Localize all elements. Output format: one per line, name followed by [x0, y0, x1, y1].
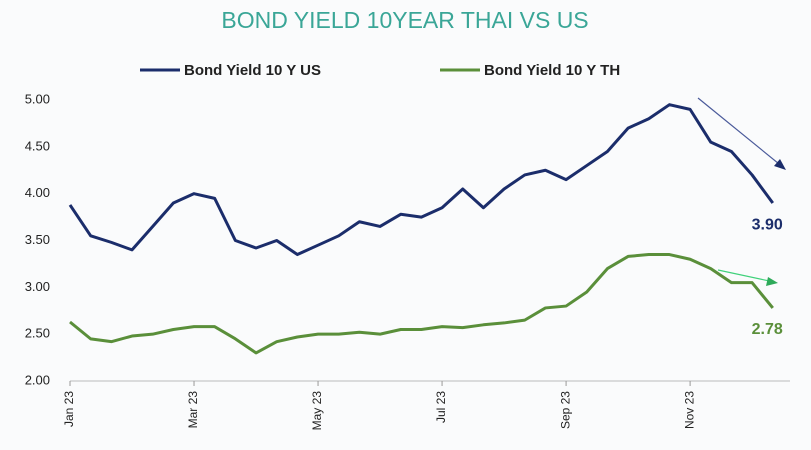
chart-title: BOND YIELD 10YEAR THAI VS US [221, 7, 588, 33]
x-tick-label: Jan 23 [62, 391, 76, 427]
x-tick-label: Mar 23 [186, 391, 200, 429]
y-tick-label: 2.00 [25, 372, 50, 387]
x-tick-label: Sep 23 [558, 391, 572, 429]
y-tick-label: 4.00 [25, 185, 50, 200]
y-tick-label: 4.50 [25, 138, 50, 153]
series-line [68, 103, 774, 257]
y-tick-label: 2.50 [25, 326, 50, 341]
arrow-head [774, 159, 786, 170]
value-label: 2.78 [752, 321, 783, 338]
trend-arrow [717, 269, 775, 283]
y-tick-label: 5.00 [25, 91, 50, 106]
x-tick-label: Nov 23 [682, 391, 696, 429]
x-tick-label: May 23 [310, 391, 324, 431]
legend-label: Bond Yield 10 Y US [184, 62, 321, 79]
trend-arrow [697, 97, 785, 169]
y-tick-label: 3.50 [25, 232, 50, 247]
x-tick-label: Jul 23 [434, 391, 448, 423]
legend-label: Bond Yield 10 Y TH [484, 62, 620, 79]
value-label: 3.90 [752, 216, 783, 233]
series-line [69, 253, 774, 355]
arrow-head [766, 277, 778, 286]
y-tick-label: 3.00 [25, 279, 50, 294]
